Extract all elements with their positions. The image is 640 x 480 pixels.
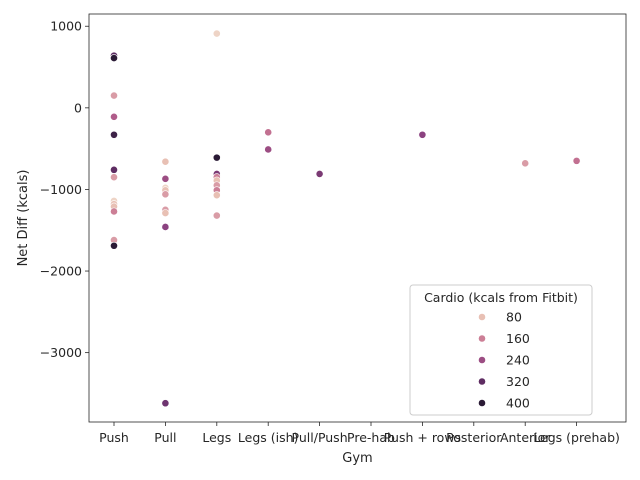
data-point — [212, 191, 221, 200]
data-point — [264, 128, 273, 137]
data-point — [161, 157, 170, 166]
data-point — [110, 130, 118, 139]
legend-label: 320 — [506, 374, 530, 389]
data-point — [110, 173, 118, 182]
legend-label: 240 — [506, 353, 530, 368]
legend-marker — [478, 399, 486, 407]
plot-frame — [88, 13, 627, 423]
legend-marker — [478, 377, 486, 386]
plot-area — [88, 13, 627, 423]
legend-marker — [478, 356, 486, 364]
x-tick-label: Push — [99, 430, 129, 445]
data-point — [572, 156, 581, 165]
data-point — [161, 209, 170, 218]
legend-marker — [478, 334, 486, 343]
x-tick-label: Push + rows — [384, 430, 461, 445]
data-point — [212, 153, 221, 162]
y-axis: 1000 0 −1000 −2000 −3000 — [40, 19, 89, 360]
y-tick-label: 1000 — [50, 19, 82, 34]
legend-box — [409, 284, 593, 416]
data-point — [418, 130, 427, 139]
data-point — [161, 399, 170, 408]
data-point — [161, 174, 170, 183]
data-point — [161, 223, 170, 231]
x-tick-label: Legs (prehab) — [533, 430, 620, 445]
x-tick-label: Pre-hab — [347, 430, 395, 445]
legend: Cardio (kcals from Fitbit) 80 160 240 320 40… — [409, 284, 593, 416]
legend-label: 400 — [506, 396, 530, 411]
y-tick-label: −2000 — [40, 264, 82, 279]
legend-marker — [478, 313, 486, 321]
x-tick-label: Legs (ish) — [238, 430, 299, 445]
y-tick-label: −3000 — [40, 345, 82, 360]
legend-label: 80 — [506, 310, 522, 325]
x-axis: Push Pull Legs Legs (ish)Pull/Push Pre-habPu… — [99, 422, 620, 445]
data-point — [110, 241, 118, 250]
data-points — [110, 29, 581, 408]
data-point — [161, 190, 170, 199]
data-point — [110, 207, 118, 216]
x-axis-label: Gym — [342, 451, 372, 466]
legend-title: Cardio (kcals from Fitbit) — [424, 290, 578, 305]
data-point — [315, 170, 324, 178]
data-point — [212, 211, 221, 220]
data-point — [264, 145, 273, 154]
data-point — [110, 165, 118, 174]
x-tick-label: Posterior — [446, 430, 502, 445]
x-tick-label: Pull/Push — [292, 430, 348, 445]
y-tick-label: 0 — [74, 100, 82, 115]
x-tick-label: Pull — [154, 430, 176, 445]
x-tick-label: Anterior — [500, 430, 551, 445]
data-point — [521, 159, 530, 168]
legend-entries: 80 160 240 320 400 — [478, 310, 530, 411]
legend-label: 160 — [506, 331, 530, 346]
data-point — [110, 112, 118, 121]
y-axis-label: Net Diff (kcals) — [16, 170, 31, 267]
y-tick-label: −1000 — [40, 182, 82, 197]
data-point — [110, 91, 118, 100]
data-point — [212, 29, 221, 38]
x-tick-label: Legs — [202, 430, 231, 445]
data-point — [110, 54, 118, 62]
